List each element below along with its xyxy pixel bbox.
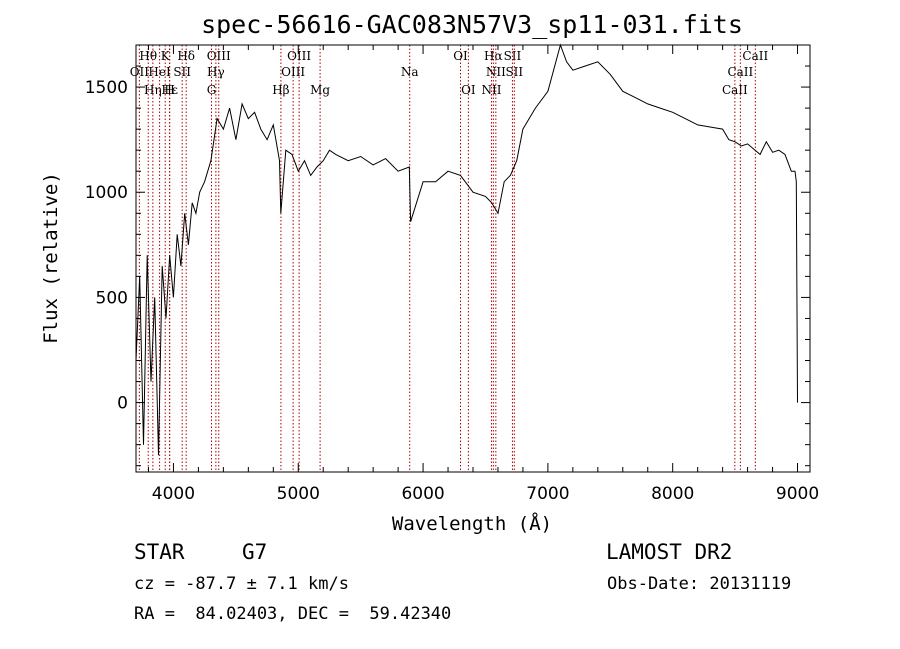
spectral-line-label: SII xyxy=(504,49,522,63)
x-axis-label: Wavelength (Å) xyxy=(392,512,552,535)
x-tick-label: 8000 xyxy=(651,484,694,504)
spectral-line-label: Hγ xyxy=(207,65,225,79)
spectral-line-label: OI xyxy=(453,49,468,63)
spectral-line-label: Mg xyxy=(310,83,330,97)
axis-ticks: 4000 5000 6000 7000 8000 9000 0 500 1000 1500 xyxy=(85,44,819,504)
x-tick-label: 6000 xyxy=(401,484,444,504)
spectral-line-label: Na xyxy=(401,65,419,79)
object-subclass: G7 xyxy=(242,540,268,564)
spectral-line-label: OIII xyxy=(287,49,311,63)
spectral-line-label: Hα xyxy=(484,49,503,63)
survey-release: LAMOST DR2 xyxy=(606,540,733,564)
spectral-line-label: OII xyxy=(130,65,150,79)
spectral-line-label: NII xyxy=(481,83,501,97)
x-tick-label: 5000 xyxy=(277,484,320,504)
spectral-line-label: OI xyxy=(461,83,476,97)
x-tick-label: 7000 xyxy=(526,484,569,504)
spectral-line-label: K xyxy=(161,49,171,63)
spectral-line-label: H xyxy=(164,83,174,97)
spectral-lines-layer: Hθ OII Hη HeI K HHε SII Hδ OIII G Hγ Hβ OIII OIII Mg Na… xyxy=(130,45,768,472)
y-tick-label: 500 xyxy=(96,288,128,308)
spectral-line-label: Hε xyxy=(161,83,178,97)
y-tick-label: 0 xyxy=(117,394,128,414)
plot-frame xyxy=(135,44,811,473)
spectral-line-label: HeI xyxy=(148,65,171,79)
x-tick-label: 9000 xyxy=(776,484,819,504)
observation-date: Obs-Date: 20131119 xyxy=(607,574,792,594)
spectral-line-label: OIII xyxy=(207,49,231,63)
spectral-line-label: SII xyxy=(505,65,523,79)
spectral-line-label: CaII xyxy=(742,49,768,63)
spectral-line-label: Hη xyxy=(144,83,162,97)
spectral-line-label: Hδ xyxy=(177,49,195,63)
y-tick-label: 1000 xyxy=(85,183,128,203)
sky-coordinates: RA = 84.02403, DEC = 59.42340 xyxy=(134,604,452,624)
spectral-line-label: CaII xyxy=(727,65,753,79)
spectral-line-label: CaII xyxy=(722,83,748,97)
spectrum-series-line xyxy=(135,43,798,456)
spectral-line-label: OIII xyxy=(281,65,305,79)
spectral-line-label: G xyxy=(207,83,217,97)
spectral-line-label: Hβ xyxy=(272,83,289,97)
chart-title: spec-56616-GAC083N57V3_sp11-031.fits xyxy=(201,10,743,39)
object-class: STAR xyxy=(134,540,185,564)
spectral-line-label: NII xyxy=(486,65,506,79)
redshift-velocity: cz = -87.7 ± 7.1 km/s xyxy=(134,574,349,594)
x-tick-label: 4000 xyxy=(152,484,195,504)
y-axis-label: Flux (relative) xyxy=(40,172,62,344)
spectral-line-label: Hθ xyxy=(139,49,157,63)
y-tick-label: 1500 xyxy=(85,78,128,98)
spectral-line-label: SII xyxy=(173,65,191,79)
